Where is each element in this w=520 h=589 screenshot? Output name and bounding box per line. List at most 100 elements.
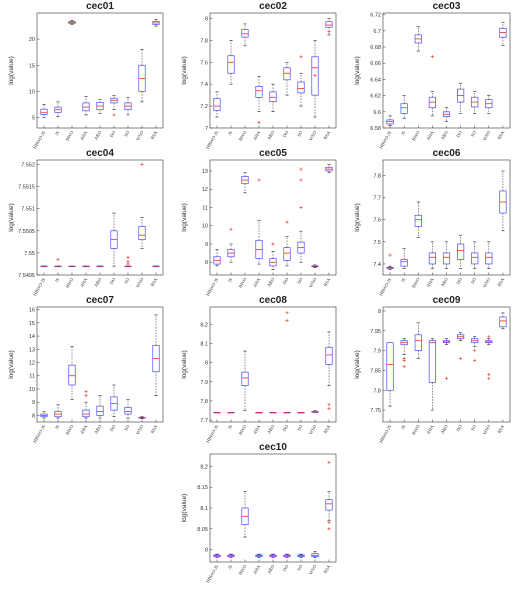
box-JS [400,95,408,119]
x-tick-label: JS [227,564,234,571]
y-tick-label: 20 [29,37,35,43]
y-axis-label: log(value) [354,203,361,232]
box-ARO [442,338,451,380]
panel-cec04: cec04 7.5495 7.55 7.5505 7.551 7.5515 7.552 log… [0,147,173,302]
box-HBWO-JS [386,253,394,270]
x-tick-label: SO [123,276,131,284]
x-tick-label: ARO [266,563,276,574]
x-tick-label: RSA [497,423,506,434]
box-RSA [499,22,507,46]
chart-title: cec10 [259,442,287,453]
box-AHA [82,96,90,116]
box-ARO [269,242,277,270]
x-tick-label: SO [296,563,304,571]
chart-cec03: cec03 6.58 6.6 6.62 6.64 6.66 6.68 6.7 6.72 log(v… [354,1,511,150]
x-tick-label: BWO [411,276,421,288]
outlier-marker [112,113,116,117]
box-ARO [269,83,277,112]
iqr-box [400,259,408,267]
y-tick-label: 7.85 [370,368,381,374]
y-tick-label: 7.9 [373,349,381,355]
y-tick-label: 8 [32,413,35,419]
y-tick-label: 5 [32,116,35,122]
iqr-box [485,252,493,265]
box-BWO [414,201,422,238]
box-RSA [325,460,333,531]
y-tick-label: 7.6 [373,218,381,224]
box-WSO [311,264,319,268]
box-SO [124,399,132,419]
box-HBWO-JS [213,249,221,267]
iqr-box [283,247,291,261]
box-BWO [414,26,422,52]
box-DO [283,311,291,414]
x-tick-label: AHA [425,129,435,141]
chart-title: cec02 [259,1,287,12]
iqr-box [499,316,507,328]
outlier-marker [487,372,491,377]
y-tick-label: 7.551 [21,207,35,213]
box-RSA [325,18,333,36]
x-tick-label: JS [54,277,61,284]
x-tick-label: RSA [497,129,506,140]
x-tick-label: DO [455,276,463,285]
outlier-marker [313,73,317,78]
y-tick-label: 7.8 [373,173,381,179]
x-tick-label: ARO [93,423,103,434]
y-axis-label: log(value) [354,56,361,85]
box-JS [227,553,235,558]
y-tick-label: 6.66 [370,61,381,67]
x-tick-label: DO [282,563,290,572]
box-ARO [269,553,277,558]
x-tick-label: SO [296,276,304,284]
iqr-box [227,55,235,74]
x-tick-label: ARO [93,129,103,140]
iqr-box [283,67,291,81]
y-tick-label: 7.8 [200,399,208,405]
box-AHA [255,178,263,265]
x-tick-label: JS [400,130,407,137]
box-RSA [499,170,507,232]
chart-title: cec01 [86,1,114,12]
y-tick-label: 8 [205,548,208,554]
plot-frame [382,159,511,276]
y-tick-label: 7.5515 [18,185,35,191]
x-tick-label: BWO [411,129,421,141]
x-tick-label: SO [123,423,131,431]
box-WSO [485,95,493,114]
x-tick-label: AHA [79,129,89,141]
x-tick-label: JS [227,424,234,431]
x-tick-label: JS [400,424,407,431]
y-tick-label: 7.75 [370,408,381,414]
outlier-marker [299,178,303,182]
y-tick-label: 8.1 [200,506,208,512]
iqr-box [241,371,249,386]
box-HBWO-JS [40,104,48,118]
y-tick-label: 7.2 [200,104,208,110]
y-tick-label: 6.6 [373,110,381,116]
x-tick-label: AHA [252,423,262,435]
box-AHA [255,412,263,414]
box-JS [54,101,62,117]
panel-cec05: cec05 8 9 10 11 12 13 log(value) HBWO-JS JS BWO AHA… [173,147,346,302]
iqr-box [325,499,333,511]
panel-cec01: cec01 5 10 15 20 log(value) HBWO-JS JS BWO AHA ARO… [0,0,173,155]
x-tick-label: BWO [238,563,248,575]
outlier-marker [459,356,463,361]
y-tick-label: 7.95 [370,329,381,335]
box-WSO [311,551,319,558]
box-DO [283,553,291,558]
x-tick-label: SO [470,276,478,284]
x-tick-label: AHA [79,276,89,288]
box-SO [124,97,132,116]
y-axis-label: log(value) [8,56,15,85]
box-BWO [241,350,249,411]
outlier-marker [402,364,406,369]
box-BWO [241,23,249,47]
panel-cec03: cec03 6.58 6.6 6.62 6.64 6.66 6.68 6.7 6.72 log(v… [346,0,520,155]
outlier-marker [84,393,88,398]
outlier-marker [327,527,331,531]
x-tick-label: RSA [323,563,332,574]
y-tick-label: 8.15 [197,485,208,491]
box-HBWO-JS [386,342,394,407]
